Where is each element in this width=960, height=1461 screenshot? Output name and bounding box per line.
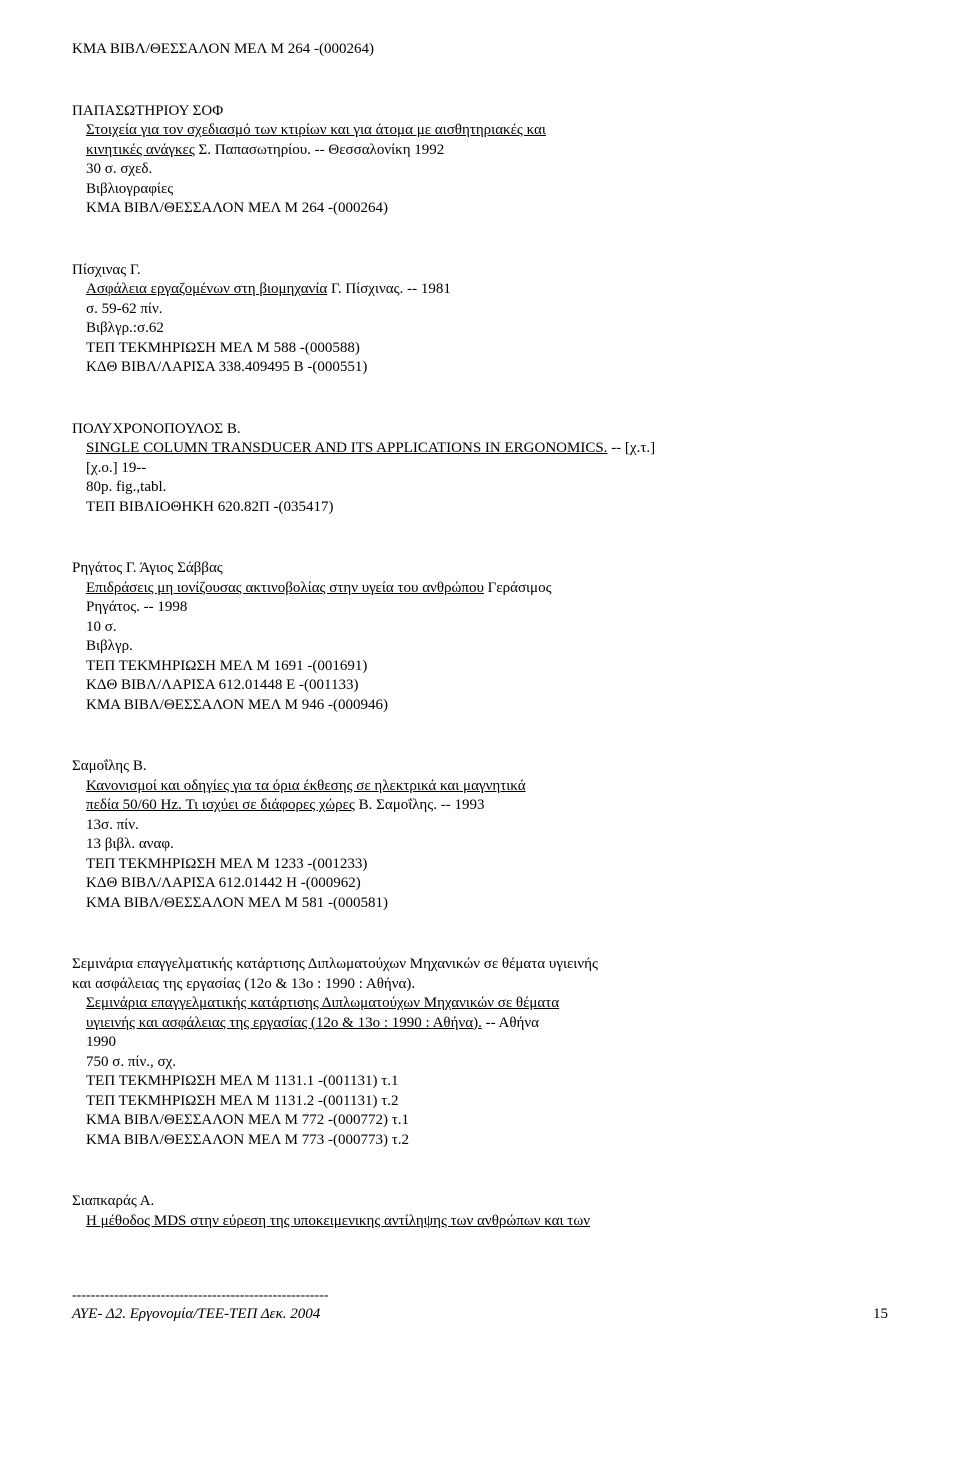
entry-line: ΚΜΑ ΒΙΒΛ/ΘΕΣΣΑΛΟΝ ΜΕΛ Μ 264 -(000264)	[72, 40, 888, 60]
entry-line: ΚΜΑ ΒΙΒΛ/ΘΕΣΣΑΛΟΝ ΜΕΛ Μ 946 -(000946)	[86, 696, 888, 716]
bibliography-entry: Πίσχινας Γ.Ασφάλεια εργαζομένων στη βιομ…	[72, 261, 888, 378]
text-segment: -- Αθήνα	[482, 1015, 539, 1031]
entry-line: Βιβλιογραφίες	[86, 180, 888, 200]
entry-line: Βιβλγρ.	[86, 637, 888, 657]
text-segment: -- [χ.τ.]	[607, 440, 655, 456]
entry-line: [χ.ο.] 19--	[86, 459, 888, 479]
entry-line: Βιβλγρ.:σ.62	[86, 319, 888, 339]
entry-line: Επιδράσεις μη ιονίζουσας ακτινοβολίας στ…	[86, 579, 888, 599]
entry-line: Η μέθοδος MDS στην εύρεση της υποκειμενι…	[86, 1212, 888, 1232]
bibliography-entry: Σεμινάρια επαγγελματικής κατάρτισης Διπλ…	[72, 955, 888, 1150]
entry-line: 750 σ. πίν., σχ.	[86, 1053, 888, 1073]
entry-line: και ασφάλειας της εργασίας (12ο & 13ο : …	[72, 975, 888, 995]
text-segment: Κανονισμοί και οδηγίες για τα όρια έκθεσ…	[86, 778, 526, 794]
entry-line: ΚΜΑ ΒΙΒΛ/ΘΕΣΣΑΛΟΝ ΜΕΛ Μ 773 -(000773) τ.…	[86, 1131, 888, 1151]
entry-line: ΤΕΠ ΒΙΒΛΙΟΘΗΚΗ 620.82Π -(035417)	[86, 498, 888, 518]
entry-line: Κανονισμοί και οδηγίες για τα όρια έκθεσ…	[86, 777, 888, 797]
entry-line: Σεμινάρια επαγγελματικής κατάρτισης Διπλ…	[86, 994, 888, 1014]
text-segment: Γ. Πίσχινας. -- 1981	[327, 281, 451, 297]
page-number: 15	[873, 1305, 888, 1325]
entry-line: 30 σ. σχεδ.	[86, 160, 888, 180]
entry-line: ΠΟΛΥΧΡΟΝΟΠΟΥΛΟΣ Β.	[72, 420, 888, 440]
entry-line: ΤΕΠ ΤΕΚΜΗΡΙΩΣΗ ΜΕΛ Μ 588 -(000588)	[86, 339, 888, 359]
text-segment: πεδία 50/60 Hz. Τι ισχύει σε διάφορες χώ…	[86, 797, 355, 813]
entry-line: σ. 59-62 πίν.	[86, 300, 888, 320]
entry-line: ΠΑΠΑΣΩΤΗΡΙΟΥ ΣΟΦ	[72, 102, 888, 122]
entry-line: Ρηγάτος. -- 1998	[86, 598, 888, 618]
text-segment: κινητικές ανάγκες	[86, 142, 195, 158]
text-segment: Β. Σαμοΐλης. -- 1993	[355, 797, 485, 813]
document-page: ΚΜΑ ΒΙΒΛ/ΘΕΣΣΑΛΟΝ ΜΕΛ Μ 264 -(000264)ΠΑΠ…	[0, 0, 960, 1365]
page-footer: ----------------------------------------…	[72, 1287, 888, 1325]
text-segment: υγιεινής και ασφάλειας της εργασίας (12ο…	[86, 1015, 482, 1031]
entry-line: 80p. fig.,tabl.	[86, 478, 888, 498]
entry-line: κινητικές ανάγκες Σ. Παπασωτηρίου. -- Θε…	[86, 141, 888, 161]
entry-line: 13 βιβλ. αναφ.	[86, 835, 888, 855]
entry-line: ΤΕΠ ΤΕΚΜΗΡΙΩΣΗ ΜΕΛ Μ 1691 -(001691)	[86, 657, 888, 677]
entry-line: ΚΔΘ ΒΙΒΛ/ΛΑΡΙΣΑ 612.01442 Η -(000962)	[86, 874, 888, 894]
bibliography-entry: ΠΟΛΥΧΡΟΝΟΠΟΥΛΟΣ Β.SINGLE COLUMN TRANSDUC…	[72, 420, 888, 518]
entry-line: ΤΕΠ ΤΕΚΜΗΡΙΩΣΗ ΜΕΛ Μ 1131.2 -(001131) τ.…	[86, 1092, 888, 1112]
bibliography-entry: ΠΑΠΑΣΩΤΗΡΙΟΥ ΣΟΦΣτοιχεία για τον σχεδιασ…	[72, 102, 888, 219]
footer-row: ΑΥΕ- Δ2. Εργονομία/ΤΕΕ-ΤΕΠ Δεκ. 2004 15	[72, 1305, 888, 1325]
text-segment: Γεράσιμος	[484, 580, 552, 596]
entry-line: Στοιχεία για τον σχεδιασμό των κτιρίων κ…	[86, 121, 888, 141]
entry-line: SINGLE COLUMN TRANSDUCER AND ITS APPLICA…	[86, 439, 888, 459]
text-segment: Σ. Παπασωτηρίου. -- Θεσσαλονίκη 1992	[195, 142, 445, 158]
entry-line: 13σ. πίν.	[86, 816, 888, 836]
entry-line: Ασφάλεια εργαζομένων στη βιομηχανία Γ. Π…	[86, 280, 888, 300]
entry-line: υγιεινής και ασφάλειας της εργασίας (12ο…	[86, 1014, 888, 1034]
entry-line: ΚΔΘ ΒΙΒΛ/ΛΑΡΙΣΑ 338.409495 Β -(000551)	[86, 358, 888, 378]
entry-line: Σιαπκαράς Α.	[72, 1192, 888, 1212]
bibliography-entry: Ρηγάτος Γ. Άγιος ΣάββαςΕπιδράσεις μη ιον…	[72, 559, 888, 715]
text-segment: SINGLE COLUMN TRANSDUCER AND ITS APPLICA…	[86, 440, 607, 456]
bibliography-entry: ΚΜΑ ΒΙΒΛ/ΘΕΣΣΑΛΟΝ ΜΕΛ Μ 264 -(000264)	[72, 40, 888, 60]
entry-line: ΚΜΑ ΒΙΒΛ/ΘΕΣΣΑΛΟΝ ΜΕΛ Μ 772 -(000772) τ.…	[86, 1111, 888, 1131]
entries-container: ΚΜΑ ΒΙΒΛ/ΘΕΣΣΑΛΟΝ ΜΕΛ Μ 264 -(000264)ΠΑΠ…	[72, 40, 888, 1231]
text-segment: Η μέθοδος MDS στην εύρεση της υποκειμενι…	[86, 1213, 590, 1229]
text-segment: Επιδράσεις μη ιονίζουσας ακτινοβολίας στ…	[86, 580, 484, 596]
footer-left-text: ΑΥΕ- Δ2. Εργονομία/ΤΕΕ-ΤΕΠ Δεκ. 2004	[72, 1305, 320, 1325]
entry-line: πεδία 50/60 Hz. Τι ισχύει σε διάφορες χώ…	[86, 796, 888, 816]
entry-line: ΤΕΠ ΤΕΚΜΗΡΙΩΣΗ ΜΕΛ Μ 1131.1 -(001131) τ.…	[86, 1072, 888, 1092]
entry-line: Σαμοΐλης Β.	[72, 757, 888, 777]
text-segment: Σεμινάρια επαγγελματικής κατάρτισης Διπλ…	[86, 995, 559, 1011]
bibliography-entry: Σιαπκαράς Α.Η μέθοδος MDS στην εύρεση τη…	[72, 1192, 888, 1231]
entry-line: ΚΔΘ ΒΙΒΛ/ΛΑΡΙΣΑ 612.01448 Ε -(001133)	[86, 676, 888, 696]
entry-line: ΚΜΑ ΒΙΒΛ/ΘΕΣΣΑΛΟΝ ΜΕΛ Μ 264 -(000264)	[86, 199, 888, 219]
text-segment: Ασφάλεια εργαζομένων στη βιομηχανία	[86, 281, 327, 297]
entry-line: ΚΜΑ ΒΙΒΛ/ΘΕΣΣΑΛΟΝ ΜΕΛ Μ 581 -(000581)	[86, 894, 888, 914]
entry-line: ΤΕΠ ΤΕΚΜΗΡΙΩΣΗ ΜΕΛ Μ 1233 -(001233)	[86, 855, 888, 875]
entry-line: Ρηγάτος Γ. Άγιος Σάββας	[72, 559, 888, 579]
entry-line: Σεμινάρια επαγγελματικής κατάρτισης Διπλ…	[72, 955, 888, 975]
entry-line: 10 σ.	[86, 618, 888, 638]
text-segment: Στοιχεία για τον σχεδιασμό των κτιρίων κ…	[86, 122, 546, 138]
footer-separator: ----------------------------------------…	[72, 1287, 888, 1305]
entry-line: 1990	[86, 1033, 888, 1053]
entry-line: Πίσχινας Γ.	[72, 261, 888, 281]
bibliography-entry: Σαμοΐλης Β.Κανονισμοί και οδηγίες για τα…	[72, 757, 888, 913]
